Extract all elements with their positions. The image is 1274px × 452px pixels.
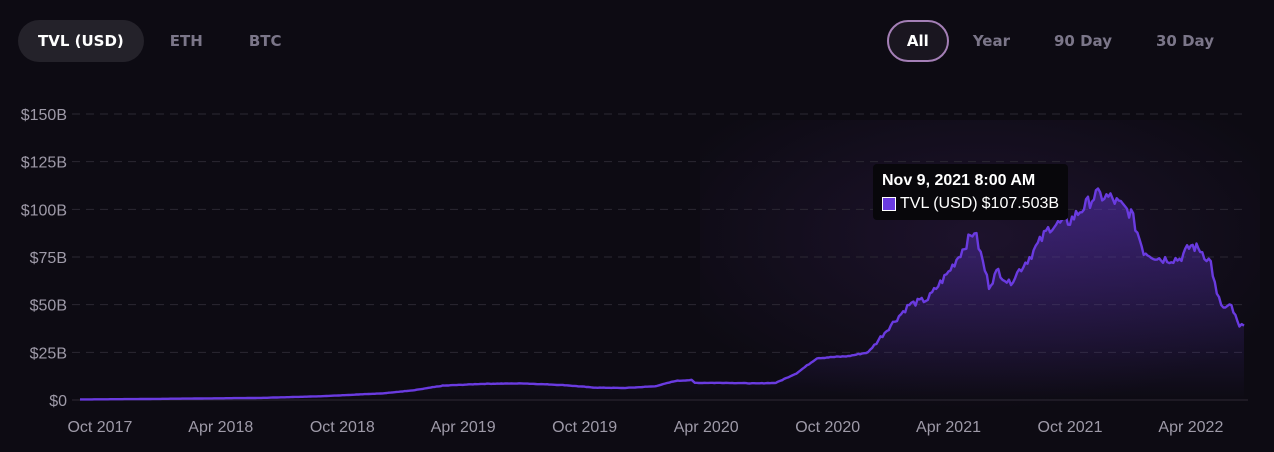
tab-range-90-day[interactable]: 90 Day	[1054, 32, 1112, 50]
tab-tvl-usd[interactable]: TVL (USD)	[18, 20, 144, 62]
metric-tabs: TVL (USD) ETH BTC	[18, 20, 302, 62]
y-tick-label: $75B	[30, 250, 67, 267]
x-tick-label: Apr 2021	[916, 419, 981, 436]
x-tick-label: Apr 2019	[431, 419, 496, 436]
series-swatch	[882, 197, 896, 211]
tab-eth[interactable]: ETH	[169, 32, 203, 50]
x-tick-label: Apr 2022	[1158, 419, 1223, 436]
y-tick-label: $125B	[21, 155, 67, 172]
tooltip-value: $107.503B	[981, 195, 1060, 212]
tooltip-row: TVL (USD) $107.503B	[882, 195, 1059, 213]
x-tick-label: Oct 2019	[552, 419, 617, 436]
tvl-series-line	[80, 187, 1245, 401]
y-tick-label: $150B	[21, 107, 67, 124]
range-tabs: All Year 90 Day 30 Day	[886, 20, 1234, 62]
tvl-area-fill	[80, 188, 1244, 400]
y-tick-label: $0	[49, 393, 67, 410]
x-tick-label: Oct 2017	[67, 419, 132, 436]
hover-tooltip: Nov 9, 2021 8:00 AM TVL (USD) $107.503B	[873, 164, 1069, 220]
tab-range-30-day[interactable]: 30 Day	[1156, 32, 1214, 50]
x-tick-label: Apr 2020	[674, 419, 739, 436]
tab-range-all[interactable]: All	[886, 20, 949, 62]
y-tick-label: $25B	[30, 345, 67, 362]
x-tick-label: Oct 2020	[795, 419, 860, 436]
y-tick-label: $50B	[30, 298, 67, 315]
y-tick-label: $100B	[21, 202, 67, 219]
tooltip-date: Nov 9, 2021 8:00 AM	[882, 172, 1036, 189]
x-tick-label: Oct 2021	[1038, 419, 1103, 436]
tab-range-year[interactable]: Year	[972, 32, 1010, 50]
tab-btc[interactable]: BTC	[248, 32, 282, 50]
tooltip-series-label: TVL (USD)	[900, 195, 978, 212]
x-tick-label: Oct 2018	[310, 419, 375, 436]
x-tick-label: Apr 2018	[188, 419, 253, 436]
